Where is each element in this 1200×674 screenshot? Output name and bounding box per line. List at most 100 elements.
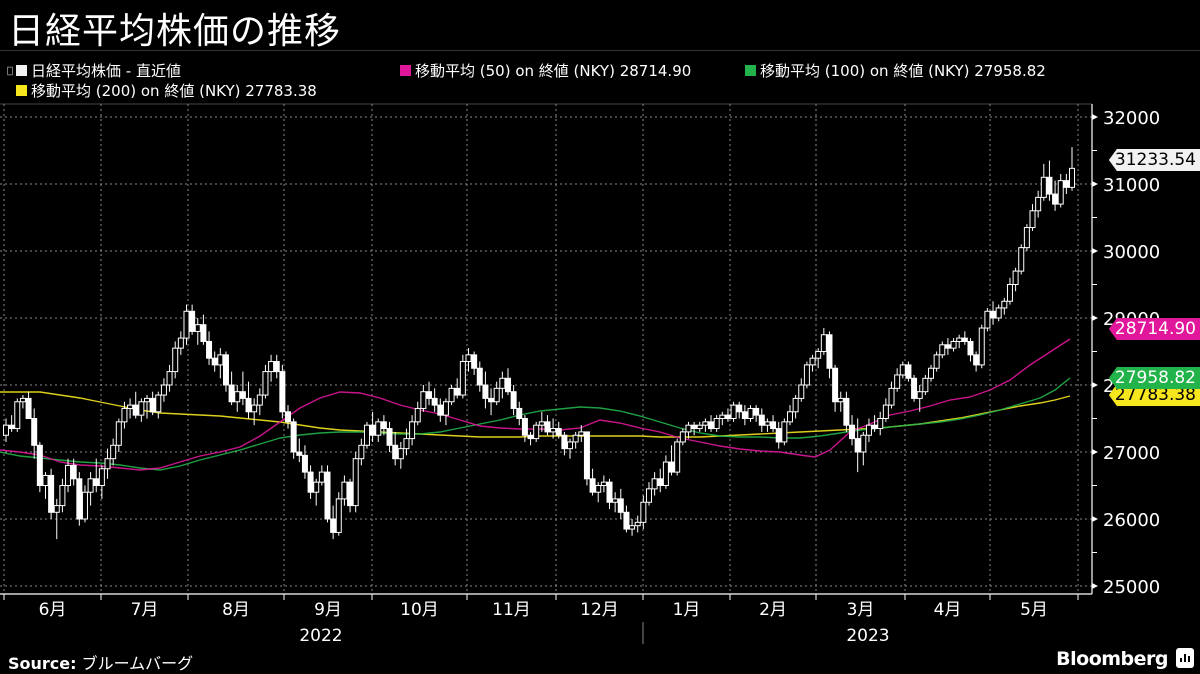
candle bbox=[31, 418, 38, 446]
candle bbox=[617, 498, 624, 513]
candle bbox=[448, 387, 455, 403]
candle bbox=[803, 364, 810, 386]
candle bbox=[465, 354, 472, 363]
candle bbox=[753, 407, 760, 416]
candle bbox=[538, 421, 545, 426]
candle bbox=[578, 431, 585, 436]
candle bbox=[1035, 196, 1042, 212]
candle bbox=[234, 391, 241, 403]
candle bbox=[674, 441, 681, 473]
candle bbox=[25, 397, 32, 419]
candle bbox=[36, 444, 43, 486]
title-divider bbox=[0, 50, 1200, 51]
candle bbox=[758, 414, 765, 426]
candle bbox=[696, 424, 703, 430]
ma100-tag: 27958.82 bbox=[1108, 367, 1200, 389]
candle bbox=[533, 424, 540, 440]
axes: 2500026000270002800029000300003100032000… bbox=[0, 104, 1160, 646]
y-tick-label: 31000 bbox=[1103, 175, 1160, 196]
candle bbox=[516, 407, 523, 420]
legend-label: 移動平均 (200) on 終値 (NKY) 27783.38 bbox=[31, 82, 317, 100]
legend-swatch-ma200 bbox=[16, 85, 27, 96]
x-month-label: 2月 bbox=[759, 600, 787, 620]
candle bbox=[155, 394, 162, 413]
candle bbox=[115, 421, 122, 446]
candle bbox=[307, 471, 314, 493]
candle bbox=[651, 478, 658, 490]
candle bbox=[290, 421, 297, 453]
legend-swatch-nikkei bbox=[16, 65, 27, 76]
candle bbox=[995, 307, 1002, 319]
candle bbox=[984, 310, 991, 329]
candle bbox=[454, 387, 461, 396]
x-year-label: 2023 bbox=[846, 626, 889, 646]
candle bbox=[189, 310, 196, 332]
candle bbox=[634, 521, 641, 527]
candle bbox=[217, 354, 224, 366]
candle bbox=[183, 310, 190, 339]
candle bbox=[764, 421, 771, 426]
candle bbox=[499, 377, 506, 389]
candle bbox=[832, 367, 839, 403]
candle bbox=[279, 371, 286, 413]
candle bbox=[606, 481, 613, 503]
candle bbox=[488, 397, 495, 403]
candle bbox=[713, 418, 720, 430]
candle bbox=[166, 371, 173, 386]
x-month-label: 6月 bbox=[39, 600, 67, 620]
candle bbox=[144, 397, 151, 403]
candle bbox=[792, 397, 799, 413]
ma50-tag: 28714.90 bbox=[1108, 318, 1200, 340]
candle bbox=[14, 401, 21, 430]
candle bbox=[978, 327, 985, 366]
price-candles bbox=[3, 147, 1075, 540]
x-month-label: 9月 bbox=[314, 600, 342, 620]
candle bbox=[927, 367, 934, 379]
candle bbox=[98, 468, 105, 486]
legend-label: 移動平均 (50) on 終値 (NKY) 28714.90 bbox=[415, 62, 692, 80]
candle bbox=[668, 461, 675, 473]
legend-item-ma50: 移動平均 (50) on 終値 (NKY) 28714.90 bbox=[400, 60, 691, 81]
candle bbox=[1069, 167, 1075, 188]
candle bbox=[330, 518, 337, 533]
candle bbox=[521, 418, 528, 436]
y-tick-label: 25000 bbox=[1103, 577, 1160, 598]
candle bbox=[679, 431, 686, 443]
candle bbox=[426, 391, 433, 399]
candle bbox=[849, 424, 856, 440]
candle bbox=[1057, 180, 1064, 205]
candle bbox=[262, 371, 269, 396]
candle bbox=[708, 421, 715, 430]
candle bbox=[933, 354, 940, 369]
candle bbox=[583, 431, 590, 480]
legend-label: 日経平均株価 - 直近値 bbox=[31, 62, 181, 80]
candle bbox=[854, 438, 861, 453]
candle bbox=[815, 351, 822, 359]
candle bbox=[352, 458, 359, 507]
candle bbox=[200, 324, 207, 342]
ma-line bbox=[0, 377, 1071, 471]
candle bbox=[967, 340, 974, 356]
candle bbox=[222, 354, 229, 386]
candle bbox=[1063, 180, 1070, 188]
candle bbox=[442, 401, 449, 416]
candle bbox=[59, 485, 66, 507]
candle bbox=[860, 434, 867, 453]
pin-icon[interactable] bbox=[7, 66, 13, 75]
candle bbox=[369, 424, 376, 436]
candle bbox=[121, 407, 128, 423]
bloomberg-chart-icon bbox=[1176, 648, 1194, 668]
legend-swatch-ma50 bbox=[400, 65, 411, 76]
x-month-label: 10月 bbox=[400, 600, 439, 620]
candle bbox=[905, 364, 912, 379]
candle bbox=[527, 434, 534, 440]
candle bbox=[228, 384, 235, 403]
y-tick-label: 32000 bbox=[1103, 108, 1160, 129]
candle bbox=[973, 354, 980, 366]
x-month-label: 4月 bbox=[934, 600, 962, 620]
candle bbox=[504, 377, 511, 393]
candle bbox=[206, 340, 213, 359]
candle bbox=[956, 337, 963, 342]
candle bbox=[1012, 270, 1019, 286]
